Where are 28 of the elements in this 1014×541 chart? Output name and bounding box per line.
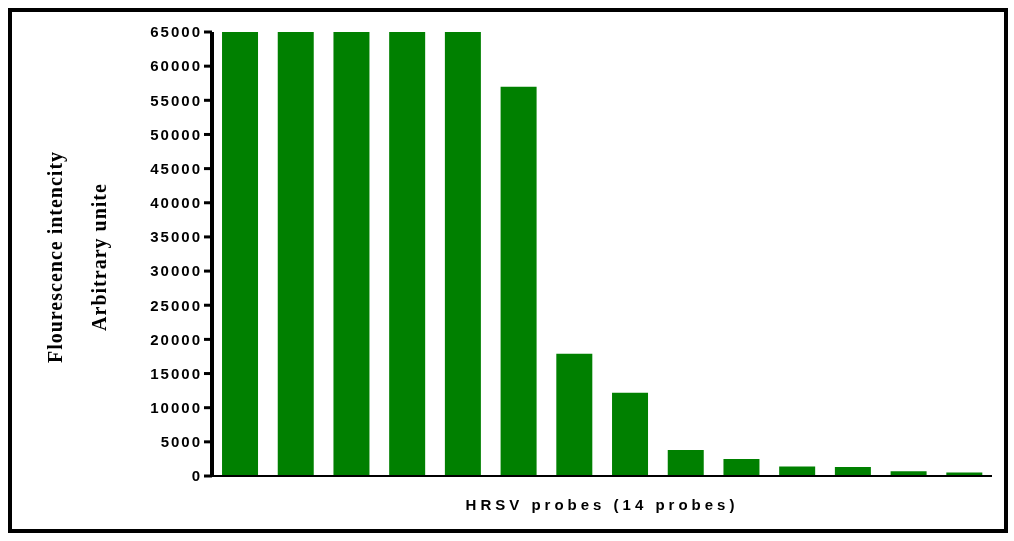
- bar: [612, 392, 649, 476]
- x-axis-title: HRSV probes (14 probes): [465, 496, 739, 513]
- y-tick-label: 50000: [150, 125, 202, 143]
- y-tick-label: 20000: [150, 330, 202, 348]
- y-axis-title: Flourescence intencity Arbitrary unite: [43, 150, 112, 364]
- y-tick-label: 35000: [150, 228, 202, 246]
- bar: [723, 458, 760, 476]
- bar: [333, 32, 370, 476]
- y-tick-label: 25000: [150, 296, 202, 314]
- bar: [444, 32, 481, 476]
- y-tick-label: 10000: [150, 399, 202, 417]
- y-tick-label: 60000: [150, 57, 202, 75]
- y-tick-label: 40000: [150, 194, 202, 212]
- y-tick-label: 30000: [150, 262, 202, 280]
- bar: [222, 32, 259, 476]
- y-tick-label: 55000: [150, 91, 202, 109]
- y-tick-label: 45000: [150, 159, 202, 177]
- bar: [779, 466, 816, 476]
- bar: [500, 86, 537, 476]
- y-tick-label: 65000: [150, 23, 202, 41]
- bar: [556, 353, 593, 476]
- y-tick-label: 15000: [150, 364, 202, 382]
- bar: [277, 32, 314, 476]
- y-tick-label: 0: [191, 467, 202, 485]
- bar: [834, 467, 871, 476]
- bar: [667, 450, 704, 476]
- y-tick-label: 5000: [160, 433, 202, 451]
- bar: [389, 32, 426, 476]
